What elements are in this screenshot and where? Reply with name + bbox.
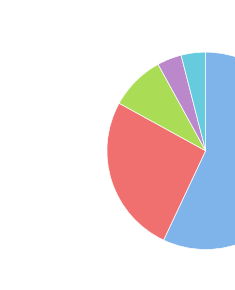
Wedge shape: [107, 103, 206, 240]
Wedge shape: [158, 55, 206, 151]
Wedge shape: [119, 64, 206, 151]
Wedge shape: [164, 52, 235, 249]
Wedge shape: [181, 52, 206, 151]
